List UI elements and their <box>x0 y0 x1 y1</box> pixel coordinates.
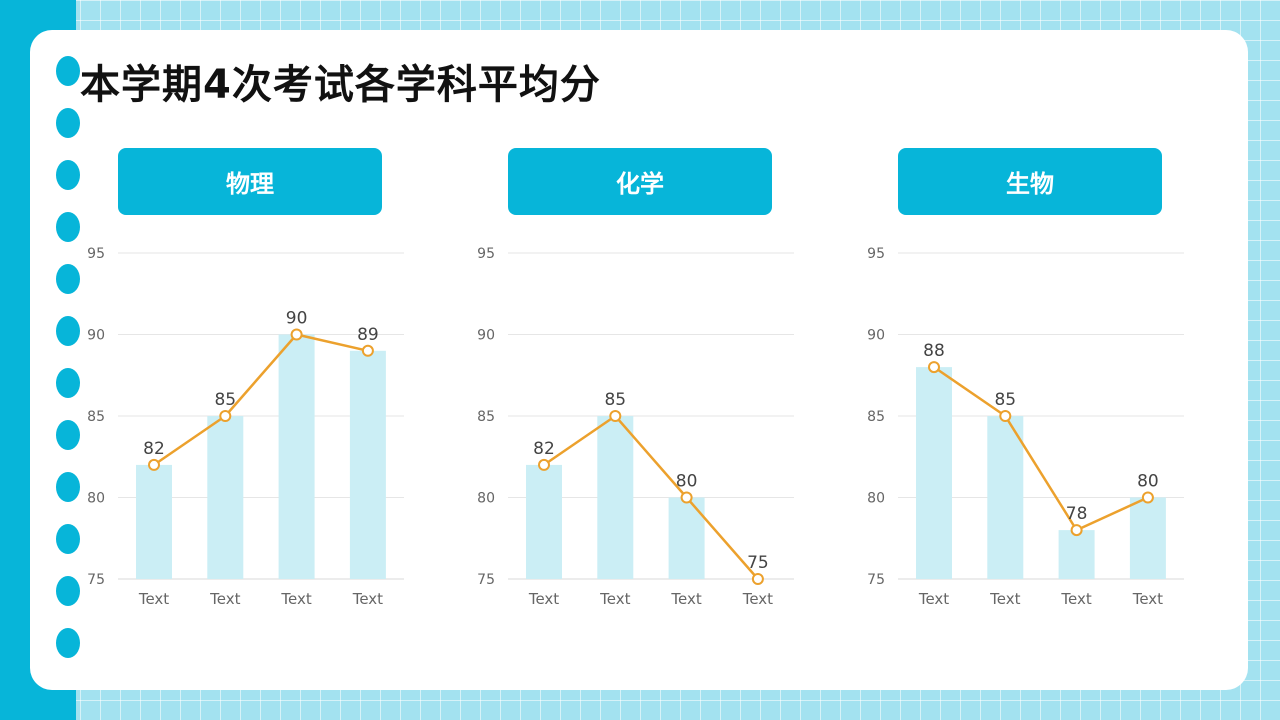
y-tick-label: 85 <box>477 409 495 425</box>
y-tick-label: 75 <box>87 572 105 588</box>
data-point <box>290 328 303 341</box>
data-point <box>538 458 550 471</box>
y-tick-label: 90 <box>867 328 885 344</box>
subject-header-chemistry: 化学 <box>508 148 772 215</box>
data-point <box>928 361 940 374</box>
bar <box>916 367 952 579</box>
data-point <box>609 410 622 422</box>
data-point <box>148 458 160 471</box>
data-label: 82 <box>143 439 165 459</box>
data-point <box>999 410 1012 422</box>
subject-header-biology: 生物 <box>898 148 1162 215</box>
x-tick-label: Text <box>209 590 240 608</box>
binder-hole <box>56 472 80 502</box>
bar <box>597 416 634 579</box>
y-tick-label: 75 <box>867 572 885 588</box>
x-tick-label: Text <box>1060 590 1091 608</box>
data-label: 75 <box>747 553 769 573</box>
y-tick-label: 80 <box>867 491 885 507</box>
data-label: 82 <box>533 439 555 459</box>
subject-header-physics: 物理 <box>118 148 382 215</box>
binder-hole <box>56 264 80 294</box>
bar <box>207 416 244 579</box>
bar <box>1129 497 1166 579</box>
binder-hole <box>56 56 80 86</box>
x-tick-label: Text <box>352 590 383 608</box>
y-tick-label: 95 <box>867 246 885 262</box>
binder-hole <box>56 524 80 554</box>
x-tick-label: Text <box>528 590 559 608</box>
series-line <box>543 414 759 580</box>
y-tick-label: 75 <box>477 572 495 588</box>
bar <box>136 464 172 579</box>
series-line <box>153 333 369 466</box>
bar <box>668 497 705 579</box>
x-tick-label: Text <box>1132 590 1163 608</box>
x-tick-label: Text <box>670 590 701 608</box>
y-tick-label: 95 <box>477 246 495 262</box>
bar <box>278 334 315 579</box>
x-tick-label: Text <box>599 590 630 608</box>
y-tick-label: 85 <box>867 409 885 425</box>
x-tick-label: Text <box>918 590 949 608</box>
binder-hole <box>56 420 80 450</box>
data-point <box>1070 524 1083 537</box>
binder-hole <box>56 368 80 398</box>
data-point <box>219 410 232 422</box>
x-tick-label: Text <box>742 590 773 608</box>
page-title: 本学期4次考试各学科平均分 <box>80 62 601 108</box>
y-tick-label: 85 <box>87 409 105 425</box>
bar <box>1058 530 1095 579</box>
y-tick-label: 90 <box>477 328 495 344</box>
data-point <box>1141 491 1154 504</box>
bar <box>349 350 386 579</box>
data-label: 78 <box>1066 504 1088 524</box>
data-label: 90 <box>286 309 308 329</box>
y-tick-label: 95 <box>87 246 105 262</box>
y-tick-label: 80 <box>87 491 105 507</box>
data-label: 85 <box>214 390 236 410</box>
data-label: 89 <box>357 325 379 345</box>
data-label: 85 <box>604 390 626 410</box>
x-tick-label: Text <box>989 590 1020 608</box>
data-label: 85 <box>994 390 1016 410</box>
binder-hole <box>56 108 80 138</box>
y-tick-label: 80 <box>477 491 495 507</box>
data-point <box>361 344 374 357</box>
bar <box>987 416 1024 579</box>
binder-hole <box>56 212 80 242</box>
series-line <box>933 366 1149 532</box>
y-tick-label: 90 <box>87 328 105 344</box>
x-tick-label: Text <box>280 590 311 608</box>
data-label: 88 <box>923 341 945 361</box>
data-point <box>680 491 693 504</box>
data-point <box>751 573 764 585</box>
bar <box>526 464 562 579</box>
content-card <box>30 30 1248 690</box>
binder-hole <box>56 576 80 606</box>
data-label: 80 <box>676 472 698 492</box>
x-tick-label: Text <box>138 590 169 608</box>
binder-hole <box>56 316 80 346</box>
data-label: 80 <box>1137 472 1159 492</box>
binder-hole <box>56 628 80 658</box>
binder-hole <box>56 160 80 190</box>
